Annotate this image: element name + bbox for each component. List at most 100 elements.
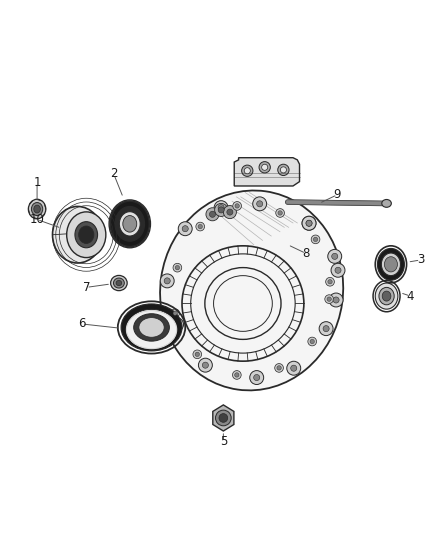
Circle shape bbox=[227, 209, 233, 215]
Ellipse shape bbox=[139, 318, 164, 337]
Circle shape bbox=[254, 375, 260, 381]
Ellipse shape bbox=[121, 304, 182, 351]
Circle shape bbox=[164, 278, 170, 284]
Text: 7: 7 bbox=[82, 281, 90, 294]
Circle shape bbox=[306, 220, 312, 227]
Ellipse shape bbox=[111, 276, 127, 290]
Circle shape bbox=[280, 167, 286, 173]
Circle shape bbox=[277, 366, 281, 370]
Circle shape bbox=[331, 263, 345, 277]
Ellipse shape bbox=[75, 222, 98, 248]
Circle shape bbox=[193, 350, 201, 359]
Circle shape bbox=[319, 322, 333, 336]
Circle shape bbox=[276, 208, 284, 217]
Text: 4: 4 bbox=[407, 289, 414, 303]
Ellipse shape bbox=[134, 314, 170, 341]
Ellipse shape bbox=[379, 287, 394, 305]
Ellipse shape bbox=[126, 310, 177, 349]
Ellipse shape bbox=[382, 199, 391, 207]
Circle shape bbox=[223, 206, 237, 219]
Ellipse shape bbox=[113, 278, 124, 288]
Circle shape bbox=[182, 225, 188, 232]
Circle shape bbox=[291, 365, 297, 372]
Ellipse shape bbox=[119, 212, 140, 236]
Ellipse shape bbox=[375, 283, 398, 309]
Circle shape bbox=[219, 414, 228, 422]
Circle shape bbox=[175, 265, 180, 270]
Circle shape bbox=[323, 326, 329, 332]
Circle shape bbox=[198, 358, 212, 372]
Circle shape bbox=[259, 161, 270, 173]
Circle shape bbox=[250, 370, 264, 384]
Circle shape bbox=[302, 216, 316, 230]
Ellipse shape bbox=[32, 203, 43, 215]
Circle shape bbox=[306, 220, 312, 227]
Circle shape bbox=[328, 249, 342, 263]
Ellipse shape bbox=[110, 201, 149, 247]
Ellipse shape bbox=[115, 206, 145, 241]
Text: 9: 9 bbox=[334, 188, 341, 201]
Ellipse shape bbox=[128, 309, 175, 345]
Circle shape bbox=[326, 277, 334, 286]
Circle shape bbox=[173, 311, 177, 316]
Circle shape bbox=[328, 280, 332, 284]
Circle shape bbox=[195, 352, 199, 357]
Circle shape bbox=[278, 211, 282, 215]
Circle shape bbox=[253, 197, 267, 211]
Circle shape bbox=[233, 370, 241, 379]
Circle shape bbox=[218, 207, 224, 213]
Ellipse shape bbox=[123, 215, 137, 232]
Circle shape bbox=[335, 267, 341, 273]
Circle shape bbox=[313, 237, 318, 241]
Circle shape bbox=[215, 204, 228, 216]
Circle shape bbox=[170, 318, 184, 332]
Ellipse shape bbox=[34, 205, 40, 213]
Circle shape bbox=[178, 222, 192, 236]
Circle shape bbox=[327, 297, 331, 301]
Polygon shape bbox=[234, 158, 300, 186]
Circle shape bbox=[311, 235, 320, 244]
Circle shape bbox=[261, 164, 268, 171]
Ellipse shape bbox=[381, 253, 400, 276]
Circle shape bbox=[329, 293, 343, 307]
Circle shape bbox=[206, 208, 219, 221]
Text: 1: 1 bbox=[33, 176, 41, 189]
Circle shape bbox=[278, 164, 289, 175]
Circle shape bbox=[215, 410, 231, 426]
Ellipse shape bbox=[53, 206, 102, 263]
Text: 3: 3 bbox=[417, 254, 424, 266]
Circle shape bbox=[198, 224, 202, 229]
Ellipse shape bbox=[382, 291, 391, 301]
Circle shape bbox=[218, 205, 224, 211]
Circle shape bbox=[257, 201, 263, 207]
Text: 8: 8 bbox=[302, 247, 310, 260]
Text: 5: 5 bbox=[220, 435, 227, 448]
Ellipse shape bbox=[385, 257, 397, 272]
Circle shape bbox=[160, 274, 174, 288]
Circle shape bbox=[302, 216, 316, 230]
Text: 10: 10 bbox=[30, 213, 45, 226]
Circle shape bbox=[235, 373, 239, 377]
Circle shape bbox=[242, 165, 253, 176]
Circle shape bbox=[196, 222, 205, 231]
Circle shape bbox=[214, 201, 228, 215]
Circle shape bbox=[209, 211, 215, 217]
Circle shape bbox=[325, 295, 333, 303]
Circle shape bbox=[233, 201, 241, 211]
Polygon shape bbox=[213, 405, 234, 431]
Ellipse shape bbox=[160, 190, 343, 390]
Circle shape bbox=[332, 253, 338, 260]
Circle shape bbox=[171, 309, 180, 318]
Text: 2: 2 bbox=[110, 167, 117, 180]
Circle shape bbox=[310, 340, 314, 344]
Circle shape bbox=[235, 204, 239, 208]
Text: 6: 6 bbox=[78, 318, 86, 330]
Circle shape bbox=[308, 337, 317, 346]
Circle shape bbox=[173, 263, 182, 272]
Circle shape bbox=[244, 168, 251, 174]
Circle shape bbox=[333, 297, 339, 303]
Circle shape bbox=[287, 361, 301, 375]
Ellipse shape bbox=[67, 212, 106, 257]
Ellipse shape bbox=[378, 248, 404, 280]
Ellipse shape bbox=[79, 226, 94, 244]
